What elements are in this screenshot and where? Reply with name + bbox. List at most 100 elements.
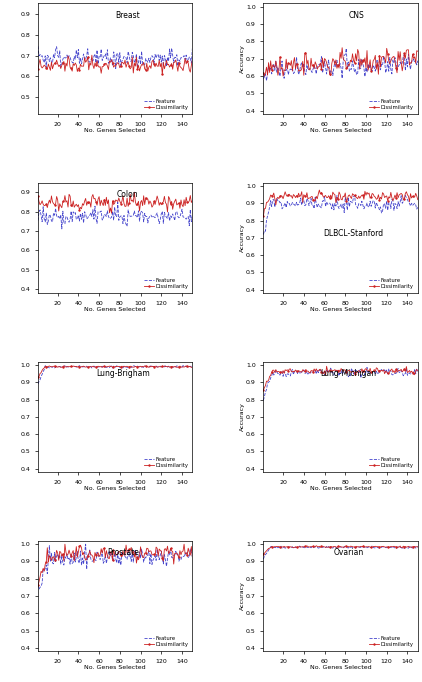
Y-axis label: Accuracy: Accuracy — [240, 44, 244, 73]
Text: DLBCL-Stanford: DLBCL-Stanford — [323, 229, 383, 238]
Feature — [322, 370, 327, 379]
Feature — [370, 542, 375, 550]
Feature — [261, 231, 266, 239]
Feature — [87, 211, 92, 220]
Dissimilarity — [415, 367, 420, 375]
Feature — [348, 197, 353, 205]
Feature — [190, 44, 195, 53]
Dissimilarity — [261, 212, 266, 220]
Dissimilarity — [344, 64, 349, 72]
Line: Dissimilarity: Dissimilarity — [262, 46, 419, 77]
Dissimilarity — [415, 543, 420, 551]
Line: Feature: Feature — [38, 544, 192, 589]
Feature — [164, 62, 169, 70]
Feature — [342, 368, 347, 376]
Dissimilarity — [311, 365, 316, 373]
Feature — [190, 363, 195, 371]
Dissimilarity — [350, 50, 355, 58]
Feature — [35, 580, 41, 589]
Y-axis label: Accuracy: Accuracy — [240, 224, 244, 252]
Feature — [390, 370, 395, 379]
Dissimilarity — [124, 362, 129, 370]
Feature — [323, 63, 328, 72]
Feature — [144, 550, 149, 559]
Dissimilarity — [87, 547, 92, 555]
Legend: Feature, Dissimilarity: Feature, Dissimilarity — [368, 635, 415, 649]
Y-axis label: Accuracy: Accuracy — [240, 402, 244, 431]
Dissimilarity — [261, 550, 266, 558]
Line: Feature: Feature — [263, 48, 418, 80]
Dissimilarity — [144, 195, 149, 203]
Feature — [322, 192, 327, 201]
Feature — [369, 202, 374, 210]
Dissimilarity — [160, 70, 165, 78]
Y-axis label: Accuracy: Accuracy — [240, 582, 244, 610]
Feature — [88, 555, 93, 563]
Dissimilarity — [323, 56, 328, 64]
Dissimilarity — [124, 202, 129, 210]
Text: Breast: Breast — [115, 11, 140, 20]
Feature — [86, 57, 91, 65]
Dissimilarity — [143, 549, 148, 557]
Dissimilarity — [62, 540, 68, 548]
Text: Lung-Michigan: Lung-Michigan — [320, 370, 376, 379]
Dissimilarity — [311, 543, 316, 551]
Dissimilarity — [143, 362, 148, 370]
Text: Lung-Brigham: Lung-Brigham — [96, 370, 150, 379]
Dissimilarity — [35, 373, 41, 381]
Feature — [118, 561, 123, 569]
Line: Feature: Feature — [38, 366, 192, 384]
Feature — [311, 543, 316, 551]
Dissimilarity — [390, 53, 395, 61]
Feature — [350, 57, 355, 65]
Line: Dissimilarity: Dissimilarity — [37, 543, 193, 587]
Feature — [122, 363, 127, 371]
Dissimilarity — [97, 63, 103, 71]
Line: Dissimilarity: Dissimilarity — [262, 189, 419, 218]
Dissimilarity — [35, 581, 41, 589]
Dissimilarity — [343, 189, 348, 197]
Feature — [83, 540, 88, 548]
Dissimilarity — [97, 363, 103, 371]
Text: Colon: Colon — [117, 190, 138, 199]
Dissimilarity — [369, 544, 374, 552]
Dissimilarity — [323, 192, 328, 200]
X-axis label: No. Genes Selected: No. Genes Selected — [84, 128, 146, 133]
Feature — [311, 205, 316, 213]
Feature — [142, 362, 147, 370]
X-axis label: No. Genes Selected: No. Genes Selected — [84, 666, 146, 670]
Line: Dissimilarity: Dissimilarity — [262, 366, 419, 391]
Feature — [365, 364, 370, 372]
Dissimilarity — [97, 192, 102, 201]
Dissimilarity — [165, 208, 170, 216]
Dissimilarity — [109, 209, 114, 218]
Feature — [97, 52, 102, 60]
Dissimilarity — [190, 363, 195, 371]
Dissimilarity — [164, 547, 169, 555]
Feature — [181, 361, 186, 370]
Dissimilarity — [132, 188, 137, 196]
Legend: Feature, Dissimilarity: Feature, Dissimilarity — [143, 98, 190, 111]
Dissimilarity — [343, 366, 348, 374]
Dissimilarity — [117, 63, 122, 72]
Feature — [35, 380, 41, 388]
Dissimilarity — [343, 542, 348, 550]
Dissimilarity — [390, 194, 395, 202]
Feature — [352, 191, 357, 199]
Dissimilarity — [190, 553, 195, 561]
Feature — [35, 216, 41, 224]
Feature — [124, 555, 130, 563]
X-axis label: No. Genes Selected: No. Genes Selected — [310, 128, 371, 133]
Line: Dissimilarity: Dissimilarity — [37, 365, 193, 378]
Dissimilarity — [369, 192, 374, 201]
X-axis label: No. Genes Selected: No. Genes Selected — [310, 666, 371, 670]
Feature — [370, 67, 375, 75]
Feature — [118, 212, 123, 220]
Dissimilarity — [124, 541, 129, 549]
Feature — [264, 76, 269, 85]
Dissimilarity — [324, 362, 329, 370]
Feature — [390, 544, 395, 552]
Dissimilarity — [86, 65, 91, 74]
X-axis label: No. Genes Selected: No. Genes Selected — [310, 486, 371, 491]
Text: CNS: CNS — [348, 11, 364, 20]
